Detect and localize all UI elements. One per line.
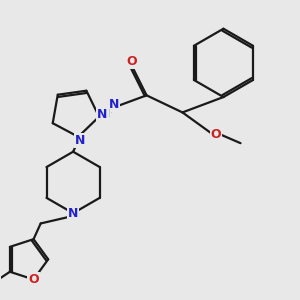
Text: N: N <box>68 207 78 220</box>
Text: N: N <box>97 109 108 122</box>
Text: H: H <box>101 109 110 119</box>
Text: N: N <box>109 98 119 111</box>
Text: O: O <box>211 128 221 141</box>
Text: N: N <box>75 134 85 147</box>
Text: O: O <box>28 273 39 286</box>
Text: O: O <box>126 55 136 68</box>
